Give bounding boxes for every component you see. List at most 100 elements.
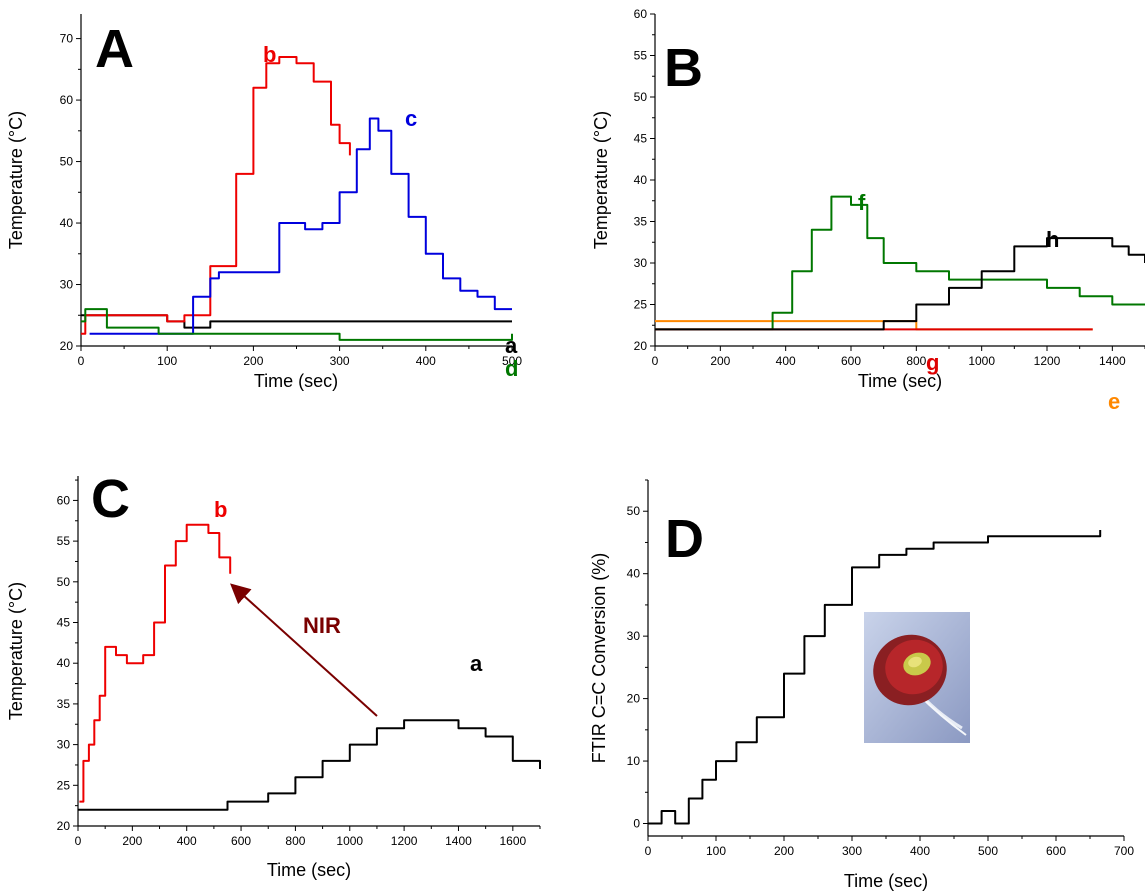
series-label-h: h	[1046, 227, 1059, 252]
nir-annotation: NIR	[303, 613, 341, 638]
x-tick-label: 400	[416, 354, 436, 368]
y-tick-label: 30	[634, 256, 648, 270]
panel-b: 0 200 400 600 800 1000 1200 1400 20 25 30 35 40 45 50 5…	[591, 7, 1145, 414]
x-tick-label: 300	[330, 354, 350, 368]
x-tick-label: 600	[1046, 844, 1066, 858]
y-axis-title: Temperature (°C)	[6, 111, 26, 249]
x-tick-label: 200	[710, 354, 730, 368]
panel-letter: D	[665, 509, 704, 569]
x-tick-label: 300	[842, 844, 862, 858]
nir-arrow	[230, 583, 378, 717]
panel-c: 0 200 400 600 800 1000 1200 1400 1600 20 25 30 35 40 4…	[6, 469, 541, 880]
y-tick-label: 30	[60, 278, 74, 292]
x-tick-label: 500	[502, 354, 522, 368]
y-tick-label: 50	[60, 155, 74, 169]
y-tick-label: 60	[57, 493, 71, 507]
series-line-d	[81, 308, 513, 341]
x-tick-label: 600	[231, 834, 251, 848]
x-axis-title: Time (sec)	[858, 371, 942, 391]
photo-disk-highlight	[908, 656, 922, 668]
series-line-f	[655, 195, 1145, 331]
x-tick-label: 1200	[391, 834, 418, 848]
x-tick-label: 800	[285, 834, 305, 848]
y-tick-label: 20	[57, 819, 71, 833]
x-tick-label: 1600	[499, 834, 526, 848]
x-axis-title: Time (sec)	[844, 871, 928, 891]
series-line-e	[655, 320, 1093, 331]
y-tick-label: 40	[634, 173, 648, 187]
panel-a: 0 100 200 300 400 500 20 30 40 50 60 70 Time (sec) Te…	[6, 14, 522, 391]
y-tick-label: 40	[57, 656, 71, 670]
series-line-b	[79, 523, 232, 803]
y-tick-label: 50	[627, 504, 641, 518]
x-tick-label: 600	[841, 354, 861, 368]
x-tick-label: 200	[243, 354, 263, 368]
y-tick-label: 40	[627, 567, 641, 581]
series-label-e: e	[1108, 389, 1120, 414]
y-tick-label: 45	[634, 132, 648, 146]
y-tick-label: 35	[634, 215, 648, 229]
y-tick-label: 25	[57, 778, 71, 792]
y-tick-label: 30	[57, 738, 71, 752]
x-axis-title: Time (sec)	[267, 860, 351, 880]
y-tick-label: 35	[57, 697, 71, 711]
y-axis-title: Temperature (°C)	[6, 582, 26, 720]
y-tick-label: 55	[57, 534, 71, 548]
series-label-c: c	[405, 106, 417, 131]
x-tick-label: 400	[910, 844, 930, 858]
x-tick-label: 200	[122, 834, 142, 848]
x-tick-label: 0	[652, 354, 659, 368]
x-tick-label: 400	[177, 834, 197, 848]
y-tick-label: 70	[60, 32, 74, 46]
x-axis-title: Time (sec)	[254, 371, 338, 391]
series-label-g: g	[926, 350, 939, 375]
series-line-b	[81, 56, 351, 335]
series-line-a	[78, 719, 541, 811]
y-tick-label: 20	[60, 339, 74, 353]
series-label-d: d	[505, 356, 518, 381]
y-tick-label: 50	[634, 90, 648, 104]
panel-letter: B	[664, 38, 703, 98]
y-tick-label: 60	[634, 7, 648, 21]
y-axis-title: FTIR C=C Conversion (%)	[589, 553, 609, 764]
x-tick-label: 1000	[336, 834, 363, 848]
y-tick-label: 30	[627, 629, 641, 643]
y-tick-label: 25	[634, 298, 648, 312]
y-tick-label: 45	[57, 616, 71, 630]
panel-letter: A	[95, 19, 134, 79]
series-line-c	[89, 117, 512, 335]
x-tick-label: 1200	[1034, 354, 1061, 368]
x-tick-label: 0	[75, 834, 82, 848]
y-tick-label: 40	[60, 216, 74, 230]
x-tick-label: 200	[774, 844, 794, 858]
y-tick-label: 60	[60, 93, 74, 107]
x-tick-label: 0	[645, 844, 652, 858]
x-tick-label: 500	[978, 844, 998, 858]
series-label-a: a	[470, 651, 483, 676]
series-label-b: b	[263, 42, 276, 67]
panel-d: 0 100 200 300 400 500 600 700 0 10 20 30 40 50 Time (s…	[589, 479, 1134, 891]
y-tick-label: 50	[57, 575, 71, 589]
series-label-f: f	[858, 190, 866, 215]
x-tick-label: 800	[906, 354, 926, 368]
x-tick-label: 100	[706, 844, 726, 858]
series-label-b: b	[214, 497, 227, 522]
panel-letter: C	[91, 469, 130, 529]
x-tick-label: 400	[776, 354, 796, 368]
series-line-h	[655, 237, 1145, 331]
x-tick-label: 0	[78, 354, 85, 368]
y-tick-label: 20	[634, 339, 648, 353]
x-tick-label: 1000	[968, 354, 995, 368]
y-axis-title: Temperature (°C)	[591, 111, 611, 249]
x-tick-label: 700	[1114, 844, 1134, 858]
y-tick-label: 0	[633, 817, 640, 831]
x-tick-label: 100	[157, 354, 177, 368]
series-line-conversion	[648, 530, 1102, 825]
y-tick-label: 55	[634, 49, 648, 63]
y-tick-label: 20	[627, 692, 641, 706]
sample-photo-inset	[864, 612, 970, 743]
y-tick-label: 10	[627, 754, 641, 768]
series-line-a	[81, 314, 512, 329]
x-tick-label: 1400	[1099, 354, 1126, 368]
